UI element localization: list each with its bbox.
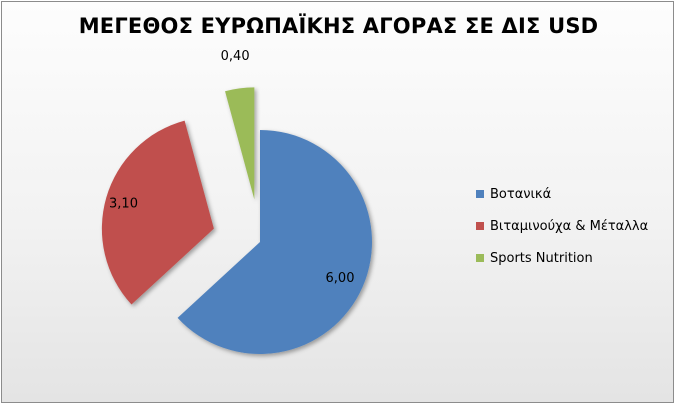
- chart-legend: Βοτανικά Βιταμινούχα & Μέταλλα Sports Nutr…: [476, 186, 648, 282]
- data-label-1: 6,00: [326, 271, 355, 286]
- legend-item-2: Βιταμινούχα & Μέταλλα: [476, 218, 648, 234]
- data-label-3: 0,40: [221, 49, 250, 64]
- chart-title: ΜΕΓΕΘΟΣ ΕΥΡΩΠΑΪΚΗΣ ΑΓΟΡΑΣ ΣΕ ΔΙΣ USD: [78, 14, 599, 38]
- legend-swatch-2: [476, 222, 484, 230]
- pie-slice-2: [101, 120, 214, 305]
- legend-item-1: Βοτανικά: [476, 186, 648, 202]
- legend-item-3: Sports Nutrition: [476, 250, 648, 266]
- legend-label-3: Sports Nutrition: [490, 250, 593, 266]
- legend-swatch-3: [476, 254, 484, 262]
- pie-slice-3: [225, 87, 255, 200]
- legend-swatch-1: [476, 190, 484, 198]
- pie-slice-1: [177, 130, 372, 354]
- data-label-2: 3,10: [109, 197, 138, 212]
- legend-label-2: Βιταμινούχα & Μέταλλα: [490, 218, 649, 234]
- legend-label-1: Βοτανικά: [490, 186, 552, 202]
